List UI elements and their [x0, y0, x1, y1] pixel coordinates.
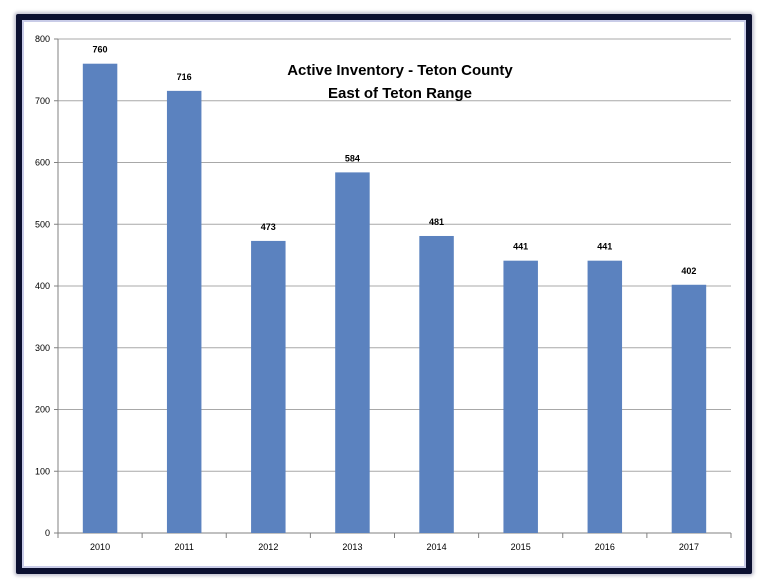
x-tick-label-2016: 2016 — [595, 542, 615, 552]
bar-2016 — [587, 260, 623, 533]
y-tick-label: 600 — [35, 158, 50, 168]
chart-frame — [16, 14, 752, 574]
y-tick-label: 400 — [35, 281, 50, 291]
x-tick-label-2017: 2017 — [679, 542, 699, 552]
bar-2017 — [671, 284, 707, 533]
y-tick-label: 100 — [35, 466, 50, 476]
axes — [54, 38, 732, 538]
bar-2010 — [82, 63, 118, 533]
y-tick-label: 200 — [35, 405, 50, 415]
x-tick-label-2014: 2014 — [427, 542, 447, 552]
bar-2014 — [419, 235, 454, 534]
chart-area — [22, 20, 746, 568]
y-tick-label: 0 — [45, 528, 50, 538]
bar-2012 — [251, 240, 286, 534]
data-label-2010: 760 — [93, 45, 108, 55]
bar-2015 — [503, 260, 538, 533]
data-label-2016: 441 — [597, 242, 612, 252]
x-tick-label-2012: 2012 — [258, 542, 278, 552]
data-label-2015: 441 — [513, 242, 528, 252]
data-labels: 760 716 473 584 481 441 441 402 — [93, 45, 697, 276]
y-tick-label: 700 — [35, 96, 50, 106]
data-label-2014: 481 — [429, 217, 444, 227]
data-label-2011: 716 — [177, 72, 192, 82]
x-tick-label-2010: 2010 — [90, 542, 110, 552]
y-tick-labels: 0 100 200 300 400 500 600 700 800 — [35, 34, 50, 538]
y-tick-label: 800 — [35, 34, 50, 44]
data-label-2017: 402 — [681, 266, 696, 276]
x-tick-label-2015: 2015 — [511, 542, 531, 552]
x-tick-label-2013: 2013 — [342, 542, 362, 552]
bar-2011 — [166, 90, 202, 534]
bar-2013 — [335, 172, 370, 533]
chart-title: Active Inventory - Teton County — [287, 62, 513, 79]
x-tick-label-2011: 2011 — [175, 542, 194, 552]
y-tick-label: 300 — [35, 343, 50, 353]
data-label-2012: 473 — [261, 222, 276, 232]
bars — [82, 63, 707, 534]
data-label-2013: 584 — [345, 153, 360, 163]
gridlines — [58, 38, 731, 472]
y-tick-label: 500 — [35, 219, 50, 229]
x-tick-labels: 2010 2011 2012 2013 2014 2015 2016 2017 — [90, 542, 699, 552]
chart-subtitle: East of Teton Range — [328, 85, 472, 102]
